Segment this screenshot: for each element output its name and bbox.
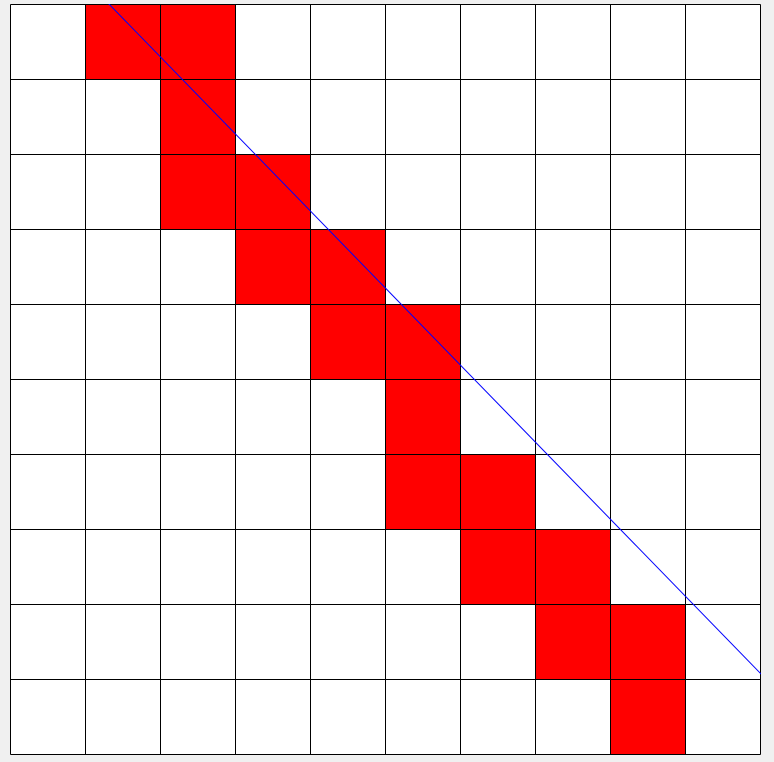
grid-svg — [10, 4, 761, 755]
filled-cell[interactable] — [385, 304, 461, 380]
filled-cell[interactable] — [85, 4, 161, 80]
filled-cell[interactable] — [235, 154, 311, 230]
filled-cell[interactable] — [460, 454, 536, 530]
filled-cell[interactable] — [385, 454, 461, 530]
trace-line — [108, 4, 761, 675]
grid-canvas[interactable] — [10, 4, 761, 755]
filled-cell[interactable] — [535, 604, 611, 680]
filled-cell[interactable] — [535, 529, 611, 605]
grid-lines — [10, 4, 761, 755]
filled-cell[interactable] — [160, 4, 236, 80]
filled-cell[interactable] — [310, 304, 386, 380]
filled-cell[interactable] — [460, 529, 536, 605]
filled-cell[interactable] — [160, 79, 236, 155]
filled-cell[interactable] — [385, 379, 461, 455]
trace-line-layer — [108, 4, 761, 675]
filled-cell[interactable] — [160, 154, 236, 230]
filled-cell[interactable] — [310, 229, 386, 305]
filled-cell[interactable] — [235, 229, 311, 305]
filled-cell[interactable] — [610, 604, 686, 680]
filled-cell[interactable] — [610, 679, 686, 755]
